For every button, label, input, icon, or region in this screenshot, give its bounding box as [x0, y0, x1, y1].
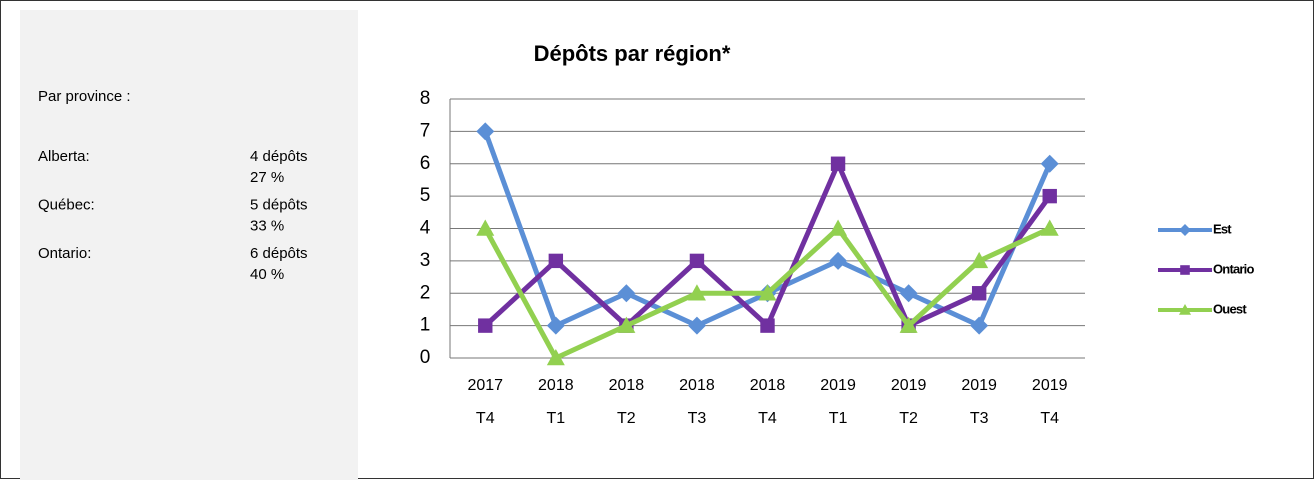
- x-tick-label: 2018 T1: [538, 377, 574, 427]
- marker: [899, 284, 918, 303]
- province-label: Québec:: [38, 196, 95, 213]
- marker: [1040, 219, 1059, 236]
- x-tick-label: 2017 T4: [467, 377, 504, 427]
- marker: [758, 284, 777, 301]
- marker: [476, 219, 495, 236]
- legend-label: Ouest: [1213, 301, 1247, 316]
- x-tick-label: 2019 T1: [820, 377, 856, 427]
- marker: [1180, 265, 1190, 275]
- marker: [478, 318, 493, 333]
- y-tick-label: 7: [420, 120, 431, 141]
- marker: [546, 349, 565, 366]
- marker: [617, 284, 636, 303]
- marker: [829, 251, 848, 270]
- y-tick-label: 3: [420, 250, 431, 271]
- y-tick-label: 2: [420, 282, 431, 303]
- marker: [1179, 224, 1191, 236]
- panel-title: Par province :: [38, 88, 131, 105]
- x-tick-label: 2019 T4: [1031, 377, 1068, 427]
- marker: [829, 219, 848, 236]
- marker: [689, 253, 705, 269]
- province-count: 4 dépôts: [250, 148, 308, 165]
- y-tick-label: 5: [420, 185, 431, 206]
- province-percent: 33 %: [250, 217, 284, 234]
- y-tick-label: 0: [420, 347, 431, 368]
- marker: [830, 156, 846, 171]
- x-tick-label: 2018 T4: [749, 377, 786, 427]
- marker: [970, 251, 989, 269]
- x-tick-label: 2018 T2: [608, 377, 645, 427]
- legend-label: Est: [1213, 221, 1232, 236]
- province-label: Ontario:: [38, 245, 91, 262]
- side-panel: [20, 10, 358, 480]
- y-tick-label: 6: [420, 153, 431, 174]
- province-label: Alberta:: [38, 148, 90, 165]
- marker: [476, 122, 495, 141]
- x-tick-label: 2019 T2: [890, 377, 927, 427]
- y-tick-label: 1: [420, 315, 431, 336]
- province-count: 5 dépôts: [250, 196, 308, 213]
- marker: [970, 316, 989, 335]
- marker: [899, 316, 918, 333]
- marker: [617, 316, 636, 333]
- marker: [760, 318, 775, 333]
- legend-label: Ontario: [1213, 261, 1254, 276]
- marker: [1179, 304, 1191, 315]
- y-tick-label: 8: [420, 88, 431, 109]
- y-tick-label: 4: [420, 218, 431, 239]
- marker: [971, 286, 987, 301]
- x-tick-label: 2018 T3: [679, 377, 715, 427]
- chart-title: Dépôts par région*: [534, 41, 731, 66]
- x-tick-label: 2019 T3: [961, 377, 997, 427]
- marker: [687, 316, 706, 335]
- province-count: 6 dépôts: [250, 245, 308, 262]
- marker: [687, 284, 706, 301]
- marker: [548, 253, 564, 269]
- province-percent: 40 %: [250, 266, 284, 283]
- marker: [1040, 154, 1059, 173]
- marker: [546, 316, 565, 335]
- marker: [1042, 188, 1057, 204]
- province-percent: 27 %: [250, 169, 284, 186]
